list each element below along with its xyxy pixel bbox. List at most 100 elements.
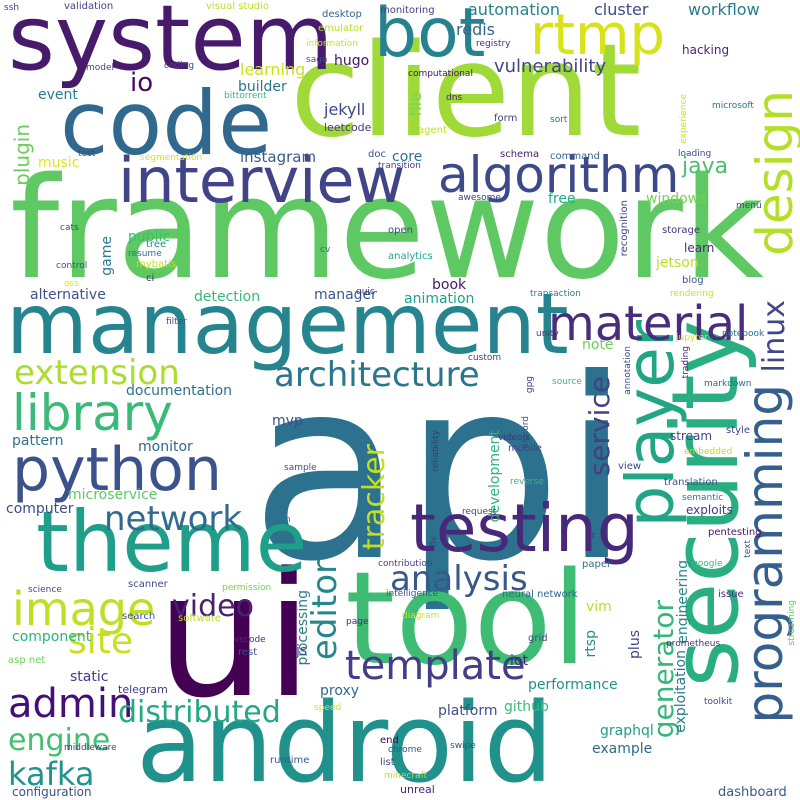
word-software: software [178,613,221,624]
word-video: video [172,589,254,624]
word-tracker: tracker [357,444,392,551]
word-test: test [78,149,96,159]
word-microsoft: microsoft [712,101,754,111]
word-dashboard: dashboard [718,785,787,800]
word-asp-net: asp net [8,655,46,666]
word-library: library [12,384,173,442]
word-middleware: middleware [64,743,117,753]
word-redis: redis [456,20,496,39]
word-desktop: desktop [322,9,362,20]
word-performance: performance [528,677,618,693]
word-qr: qr [586,531,596,541]
word-js: js [296,643,308,659]
word-rtsp: rtsp [583,630,599,658]
word-rest: rest [238,647,258,658]
word-music: music [38,155,80,171]
word-algorithm: algorithm [438,146,680,204]
word-sort: sort [550,115,568,125]
word-control: control [56,261,88,271]
word-vim: vim [586,599,612,615]
word-mvp: mvp [272,413,303,429]
word-notebook: notebook [722,329,765,339]
word-scanner: scanner [128,579,168,590]
word-jupyter: jupyter [676,333,709,343]
word-resume: resume [128,249,162,259]
word-instagram: instagram [240,148,317,166]
word-kafka: kafka [8,755,95,793]
word-free: free [548,191,576,207]
word-transaction: transaction [530,289,581,299]
word-configuration: configuration [12,785,92,799]
word-text: text [743,540,753,558]
word-view: view [618,461,642,472]
word-request: request [462,507,497,517]
word-mobile: mobile [508,443,542,454]
word-quic: quic [356,287,375,297]
word-telegram: telegram [118,683,168,696]
word-list: list [380,757,395,768]
word-annotation: annotation [623,346,633,395]
word-markdown: markdown [704,379,752,389]
word-pattern: pattern [12,433,64,449]
word-cluster: cluster [594,0,649,19]
word-system: system [8,0,334,91]
word-ui: ui [156,535,313,736]
word-game: game [99,236,115,276]
word-end: end [380,735,399,746]
word-rtmp: rtmp [530,3,666,68]
word-source: source [552,377,582,387]
word-workflow: workflow [688,0,760,19]
word-issue: issue [718,589,744,600]
word-prometheus: prometheus [666,639,721,649]
word-rendering: rendering [670,289,714,299]
word-flv: flv [429,536,439,547]
word-sample: sample [284,463,317,473]
word-reliability: reliability [431,430,441,472]
word-engineering: engineering [675,560,691,644]
word-translation: translation [664,477,718,488]
word-leetcode: leetcode [324,121,372,134]
word-distributed: distributed [118,695,281,730]
word-computational: computational [408,69,473,79]
word-blog: blog [682,275,704,286]
word-hacking: hacking [682,43,730,57]
word-learn: learn [684,241,715,255]
word-framework: framework [10,148,764,311]
word-site: site [68,621,134,662]
word-template: template [345,643,526,689]
word-cats: cats [60,223,79,233]
word-ssh: ssh [4,3,20,13]
word-neural-network: neural network [502,589,578,600]
word-doc: doc [368,149,386,160]
word-science: science [28,585,62,595]
word-documentation: documentation [126,383,233,399]
word-open: open [388,225,413,236]
word-oss: oss [64,279,79,289]
word-transition: transition [378,161,421,171]
word-image: image [12,582,156,636]
word-grid: grid [528,633,548,644]
word-permission: permission [222,583,272,593]
word-computer: computer [6,501,74,517]
word-note: note [582,337,614,353]
word-runtime: runtime [270,755,310,766]
word-chrome: chrome [388,745,422,755]
word-information: information [306,39,358,49]
word-plugin: plugin [10,124,34,186]
word-registry: registry [476,39,511,49]
word-embedded: embedded [684,447,733,457]
word-design: design [746,90,800,256]
word-visual-studio: visual studio [206,1,270,12]
word-stream: stream [670,429,713,443]
word-bittorrent: bittorrent [224,91,267,101]
word-tool: tool [345,545,588,694]
word-proxy: proxy [320,683,360,699]
word-validation: validation [64,1,114,12]
word-videojs: videojs [498,433,530,443]
word-analysis: analysis [390,559,528,599]
word-mybatis: mybatis [136,259,177,270]
word-editor: editor [305,560,345,661]
word-windows: windows [646,191,707,207]
word-coding: coding [164,61,195,71]
word-filter: filter [166,317,187,327]
